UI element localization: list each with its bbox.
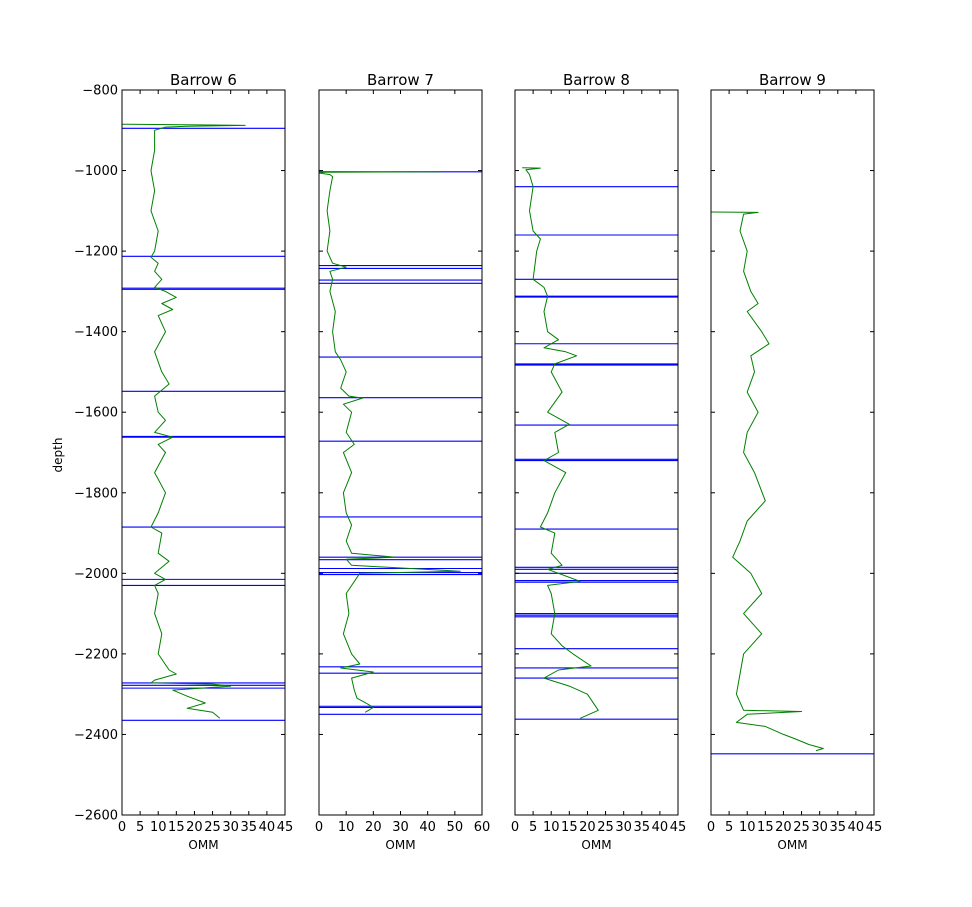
panel-4-xtick-label-9: 40: [848, 820, 865, 835]
panel-3-title: Barrow 8: [563, 71, 630, 89]
panel-1-xtick-label-4: 15: [168, 820, 185, 835]
panel-2-xtick-label-1: 0: [315, 820, 323, 835]
panel-2-xtick-label-5: 40: [419, 820, 436, 835]
panel-1-xtick-label-5: 20: [186, 820, 203, 835]
panel-4-xtick-label-4: 15: [757, 820, 774, 835]
panel-3-xtick-label-1: 0: [511, 820, 519, 835]
panel-4-xtick-label-3: 10: [739, 820, 756, 835]
panel-3-xtick-label-8: 35: [634, 820, 651, 835]
panel-4-frame: [710, 89, 875, 816]
panel-1-x-axis-label: OMM: [188, 838, 218, 852]
panel-3-xtick-label-2: 5: [529, 820, 537, 835]
panel-3-x-axis-label: OMM: [581, 838, 611, 852]
panel-2-xtick-label-3: 20: [365, 820, 382, 835]
panel-2-title: Barrow 7: [367, 71, 434, 89]
panel-3-xtick-label-4: 15: [561, 820, 578, 835]
panel-3-xtick-label-3: 10: [543, 820, 560, 835]
panel-2-x-axis-label: OMM: [385, 838, 415, 852]
panel-3-xtick-label-10: 45: [670, 820, 687, 835]
panel-4-x-axis-label: OMM: [777, 838, 807, 852]
panel-1-xtick-label-7: 30: [222, 820, 239, 835]
panel-1-frame: [121, 89, 286, 816]
panel-4-series-1: [710, 211, 824, 752]
y-tick-label-3: −1200: [74, 245, 118, 260]
y-tick-label-1: −800: [82, 84, 118, 99]
panel-1-xtick-label-3: 10: [150, 820, 167, 835]
panel-3-xtick-label-7: 30: [615, 820, 632, 835]
panel-2-xtick-label-2: 10: [338, 820, 355, 835]
panel-2-xtick-label-4: 30: [392, 820, 409, 835]
panel-4-title: Barrow 9: [759, 71, 826, 89]
panel-1-xtick-label-2: 5: [136, 820, 144, 835]
y-tick-label-7: −2000: [74, 567, 118, 582]
panel-4-xtick-label-8: 35: [830, 820, 847, 835]
panel-4-xtick-label-10: 45: [866, 820, 883, 835]
panel-4-xtick-label-5: 20: [775, 820, 792, 835]
y-tick-label-4: −1400: [74, 325, 118, 340]
panel-2-xtick-label-6: 50: [447, 820, 464, 835]
panel-1-series-1: [121, 123, 246, 719]
panel-2-series-1: [318, 171, 461, 713]
panel-1-xtick-label-10: 45: [277, 820, 294, 835]
panel-3-xtick-label-9: 40: [652, 820, 669, 835]
y-tick-label-8: −2200: [74, 647, 118, 662]
y-tick-label-6: −1800: [74, 486, 118, 501]
panel-1-xtick-label-1: 0: [118, 820, 126, 835]
panel-4-xtick-label-2: 5: [725, 820, 733, 835]
panel-2-xtick-label-7: 60: [474, 820, 491, 835]
panel-1-xtick-label-9: 40: [259, 820, 276, 835]
panel-3-series-1: [522, 167, 599, 719]
y-tick-label-5: −1600: [74, 406, 118, 421]
panel-1-xtick-label-6: 25: [204, 820, 221, 835]
panel-4-xtick-label-1: 0: [707, 820, 715, 835]
panel-3-xtick-label-5: 20: [579, 820, 596, 835]
y-tick-label-10: −2600: [74, 809, 118, 824]
panel-3-xtick-label-6: 25: [597, 820, 614, 835]
y-axis-label: depth: [51, 438, 65, 473]
panel-1-title: Barrow 6: [170, 71, 237, 89]
panel-4-xtick-label-6: 25: [793, 820, 810, 835]
panel-1-xtick-label-8: 35: [241, 820, 258, 835]
panel-4-xtick-label-7: 30: [811, 820, 828, 835]
y-tick-label-2: −1000: [74, 164, 118, 179]
panel-3-frame: [514, 89, 679, 816]
y-tick-label-9: −2400: [74, 728, 118, 743]
